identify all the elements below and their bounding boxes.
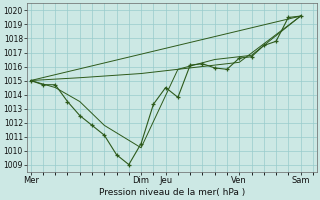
X-axis label: Pression niveau de la mer( hPa ): Pression niveau de la mer( hPa ) — [99, 188, 245, 197]
